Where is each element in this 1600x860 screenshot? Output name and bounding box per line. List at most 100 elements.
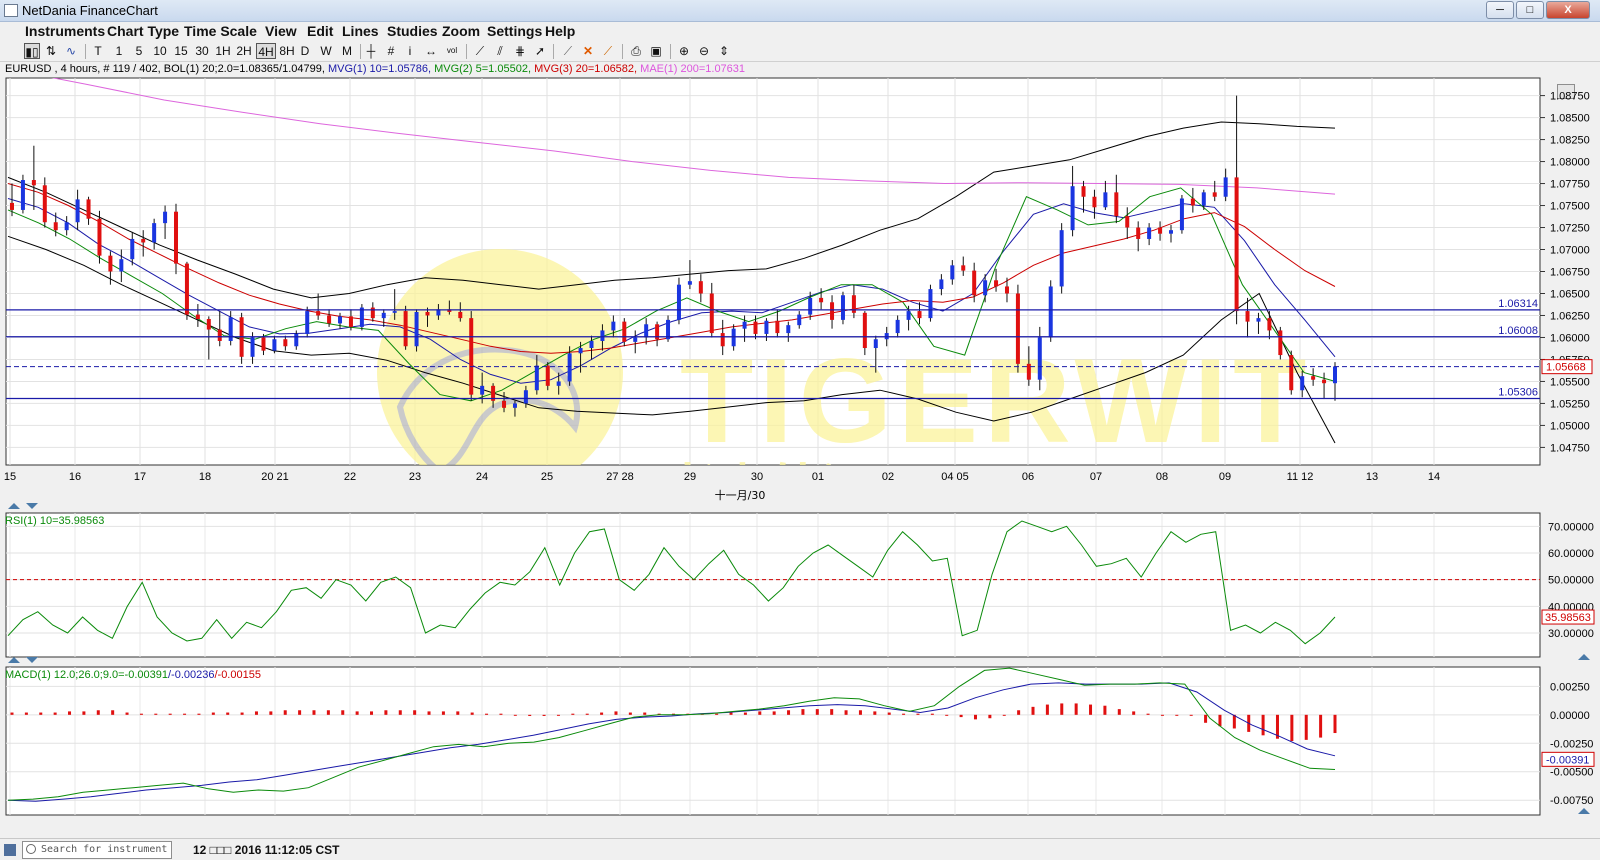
candle-up (895, 319, 900, 334)
macd-right-up-icon[interactable] (1578, 808, 1590, 814)
bar-chart-icon[interactable]: ⇅ (45, 44, 57, 58)
macd-series (7, 667, 1337, 802)
chart-area[interactable]: TIGERWIT 老虎外汇 1.06314 1.06008 1.05306 1.08… (0, 62, 1600, 838)
candle-up (1070, 186, 1075, 231)
timescale-15[interactable]: 15 (174, 44, 188, 58)
macd-tick-label: -0.00250 (1550, 738, 1593, 750)
timescale-1[interactable]: 1 (115, 44, 123, 58)
horizontal-lines: 1.06314 1.06008 1.05306 (6, 298, 1540, 400)
trendline-icon[interactable]: ⟋ (475, 44, 485, 58)
close-button[interactable]: X (1546, 1, 1590, 19)
crosshair-icon[interactable]: ┼ (366, 44, 376, 58)
candle-down (86, 199, 91, 219)
candle-up (75, 199, 80, 223)
candle-up (1201, 192, 1206, 206)
menu-time-scale[interactable]: Time Scale (184, 23, 257, 39)
macd-histogram-bar (68, 711, 72, 715)
print-icon[interactable]: ⎙ (631, 44, 641, 58)
color-icon[interactable]: ⟋ (603, 44, 613, 58)
rsi-right-up-icon[interactable] (1578, 654, 1590, 660)
timescale-10[interactable]: 10 (153, 44, 167, 58)
status-icon (4, 844, 16, 856)
timescale-1h[interactable]: 1H (215, 44, 231, 58)
macd-current-box (1541, 751, 1595, 767)
candle-up (589, 340, 594, 349)
search-input[interactable]: Search for instrument (22, 841, 172, 859)
timescale-d[interactable]: D (300, 44, 310, 58)
menu-edit[interactable]: Edit (307, 23, 334, 39)
line-chart-icon[interactable]: ∿ (65, 44, 77, 58)
menu-instruments[interactable]: Instruments (25, 23, 106, 39)
menu-studies[interactable]: Studies (387, 23, 438, 39)
macd-histogram-bar (801, 709, 805, 715)
macd-y-axis: 0.00250 0.00000 -0.00250 -0.00500 -0.00750 -0… (1541, 681, 1595, 807)
pan-icon[interactable]: ↔ (425, 44, 437, 58)
timescale-w[interactable]: W (320, 44, 332, 58)
macd-histogram-bar (1103, 705, 1107, 715)
menu-view[interactable]: View (265, 23, 297, 39)
fibonacci-icon[interactable]: ⋕ (514, 44, 526, 58)
timescale-m[interactable]: M (342, 44, 352, 58)
zoom-in-icon[interactable]: ⊕ (678, 44, 690, 58)
candle-chart-icon[interactable]: ▮▯ (24, 43, 40, 59)
mvg10-line (7, 198, 1336, 384)
price-tick-label: 1.08500 (1550, 113, 1590, 125)
collapse-down-icon[interactable] (26, 503, 38, 509)
menu-help[interactable]: Help (545, 23, 576, 39)
app-icon (4, 4, 18, 17)
grid-icon[interactable]: # (387, 44, 395, 58)
info-icon[interactable]: i (408, 44, 412, 58)
rsi-collapse-down-icon[interactable] (26, 657, 38, 663)
delete-icon[interactable]: ✕ (582, 44, 594, 58)
minimize-button[interactable]: ─ (1486, 1, 1514, 19)
menu-lines[interactable]: Lines (342, 23, 379, 39)
time-tick-label: 27 28 (606, 471, 634, 483)
arrow-icon[interactable]: ➚ (534, 44, 546, 58)
candle-up (272, 339, 277, 351)
draw-line-icon[interactable]: ⟋ (563, 44, 573, 58)
panel-toggle-button[interactable] (1557, 84, 1575, 99)
candle-down (698, 281, 703, 294)
rsi-line (7, 520, 1336, 645)
watermark: TIGERWIT 老虎外汇 (377, 249, 1306, 465)
rsi-current-label: 35.98563 (1545, 612, 1591, 624)
collapse-up-icon[interactable] (8, 503, 20, 509)
macd-histogram-bar (973, 714, 977, 720)
candle-up (600, 330, 605, 341)
timescale-2h[interactable]: 2H (236, 44, 252, 58)
macd-histogram-bar (585, 713, 589, 715)
price-tick-label: 1.07250 (1550, 223, 1590, 235)
legend-part: MVG(3) 20=1.06582, (534, 63, 640, 75)
timescale-30[interactable]: 30 (195, 44, 209, 58)
menu-chart-type[interactable]: Chart Type (107, 23, 180, 39)
timescale-t[interactable]: T (94, 44, 102, 58)
volume-icon[interactable]: vol (446, 46, 458, 55)
timescale-8h[interactable]: 8H (279, 44, 295, 58)
candle-down (31, 180, 36, 186)
macd-histogram-bar (370, 711, 374, 715)
macd-histogram-bar (571, 713, 575, 715)
export-icon[interactable]: ▣ (650, 44, 662, 58)
timescale-4h[interactable]: 4H (256, 43, 276, 59)
legend-part: MAE(1) 200=1.07631 (640, 63, 745, 75)
macd-histogram-bar (485, 713, 489, 715)
candle-down (1136, 227, 1141, 239)
current-price-label: 1.05668 (1546, 362, 1586, 374)
menu-settings[interactable]: Settings (487, 23, 543, 39)
macd-histogram-bar (168, 713, 172, 715)
maximize-button[interactable]: □ (1516, 1, 1544, 19)
candle-up (611, 321, 616, 331)
rsi-collapse-up-icon[interactable] (8, 657, 20, 663)
macd-tick-label: -0.00500 (1550, 767, 1593, 779)
macd-histogram-bar (743, 712, 747, 715)
zoom-out-icon[interactable]: ⊖ (698, 44, 710, 58)
channel-icon[interactable]: ⫽ (497, 44, 503, 58)
macd-histogram-bar (1204, 714, 1208, 723)
candle-up (808, 297, 813, 315)
timescale-5[interactable]: 5 (135, 44, 143, 58)
rsi-tick-label: 30.00000 (1548, 628, 1594, 640)
time-tick-label: 01 (812, 471, 824, 483)
menu-zoom[interactable]: Zoom (442, 23, 481, 39)
candle-up (228, 317, 233, 341)
zoom-fit-icon[interactable]: ⇕ (718, 44, 730, 58)
